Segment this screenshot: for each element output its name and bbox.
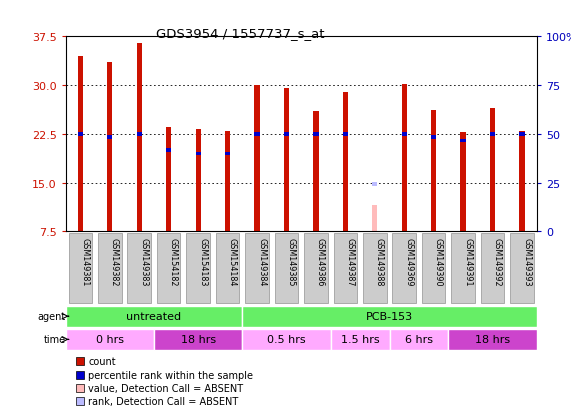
Bar <box>195 130 201 232</box>
Bar <box>76 384 83 392</box>
Bar <box>460 139 466 143</box>
Bar <box>166 149 171 152</box>
Bar <box>76 397 83 406</box>
Bar <box>255 133 260 136</box>
Bar <box>431 111 436 232</box>
Bar <box>343 93 348 232</box>
Text: value, Detection Call = ABSENT: value, Detection Call = ABSENT <box>89 383 243 393</box>
Text: GSM149382: GSM149382 <box>110 237 119 286</box>
Bar <box>66 329 154 350</box>
Text: 0 hrs: 0 hrs <box>96 335 124 344</box>
Text: GSM149388: GSM149388 <box>375 237 384 286</box>
Bar <box>372 183 377 186</box>
FancyBboxPatch shape <box>127 233 151 304</box>
FancyBboxPatch shape <box>451 233 475 304</box>
Bar <box>460 133 466 232</box>
Text: GSM149384: GSM149384 <box>257 237 266 286</box>
Bar <box>284 133 289 136</box>
Bar <box>154 329 242 350</box>
Bar <box>520 131 525 232</box>
Text: agent: agent <box>38 311 66 321</box>
Bar <box>313 133 319 136</box>
FancyBboxPatch shape <box>304 233 328 304</box>
Bar <box>520 133 525 136</box>
FancyBboxPatch shape <box>216 233 239 304</box>
FancyBboxPatch shape <box>333 233 357 304</box>
Bar <box>225 132 230 232</box>
Bar <box>401 133 407 136</box>
Bar <box>242 329 331 350</box>
FancyBboxPatch shape <box>69 233 92 304</box>
Text: GSM149393: GSM149393 <box>522 237 531 286</box>
Bar <box>331 329 389 350</box>
Text: count: count <box>89 356 116 366</box>
Text: GSM149386: GSM149386 <box>316 237 325 286</box>
Bar <box>76 371 83 379</box>
Bar <box>372 206 377 232</box>
Bar <box>136 133 142 136</box>
Bar <box>242 306 537 327</box>
Text: GSM154184: GSM154184 <box>228 237 236 286</box>
FancyBboxPatch shape <box>422 233 445 304</box>
Text: GSM149387: GSM149387 <box>345 237 355 286</box>
Bar <box>448 329 537 350</box>
Bar <box>284 89 289 232</box>
FancyBboxPatch shape <box>363 233 387 304</box>
FancyBboxPatch shape <box>392 233 416 304</box>
Bar <box>401 85 407 232</box>
Text: GSM149369: GSM149369 <box>404 237 413 286</box>
Bar <box>431 136 436 140</box>
Bar <box>78 133 83 136</box>
Text: 18 hrs: 18 hrs <box>475 335 510 344</box>
Text: GSM149385: GSM149385 <box>287 237 295 286</box>
Bar <box>136 44 142 232</box>
FancyBboxPatch shape <box>186 233 210 304</box>
Text: GSM154183: GSM154183 <box>198 237 207 286</box>
Text: PCB-153: PCB-153 <box>366 311 413 321</box>
Text: untreated: untreated <box>126 311 182 321</box>
Text: GSM154182: GSM154182 <box>168 237 178 286</box>
Text: 18 hrs: 18 hrs <box>180 335 216 344</box>
Bar <box>78 57 83 232</box>
Bar <box>255 86 260 232</box>
Bar <box>166 128 171 232</box>
Text: GSM149381: GSM149381 <box>81 237 90 286</box>
Text: GSM149392: GSM149392 <box>493 237 501 286</box>
Bar <box>343 133 348 136</box>
Text: time: time <box>44 335 66 344</box>
FancyBboxPatch shape <box>481 233 504 304</box>
Bar <box>490 133 495 136</box>
Text: GSM149391: GSM149391 <box>463 237 472 286</box>
Text: 1.5 hrs: 1.5 hrs <box>341 335 379 344</box>
Bar <box>313 112 319 232</box>
Text: percentile rank within the sample: percentile rank within the sample <box>89 370 254 380</box>
Bar <box>107 136 112 140</box>
Text: GSM149390: GSM149390 <box>434 237 443 286</box>
FancyBboxPatch shape <box>98 233 122 304</box>
Bar <box>225 152 230 156</box>
Bar <box>76 357 83 366</box>
Text: rank, Detection Call = ABSENT: rank, Detection Call = ABSENT <box>89 396 239 406</box>
Bar <box>389 329 448 350</box>
Bar <box>66 306 242 327</box>
Text: 0.5 hrs: 0.5 hrs <box>267 335 306 344</box>
FancyBboxPatch shape <box>157 233 180 304</box>
FancyBboxPatch shape <box>510 233 534 304</box>
Bar <box>490 109 495 232</box>
FancyBboxPatch shape <box>275 233 298 304</box>
Bar <box>195 152 201 156</box>
Bar <box>107 63 112 232</box>
Text: 6 hrs: 6 hrs <box>405 335 433 344</box>
FancyBboxPatch shape <box>246 233 269 304</box>
Text: GSM149383: GSM149383 <box>139 237 148 286</box>
Text: GDS3954 / 1557737_s_at: GDS3954 / 1557737_s_at <box>155 27 324 40</box>
